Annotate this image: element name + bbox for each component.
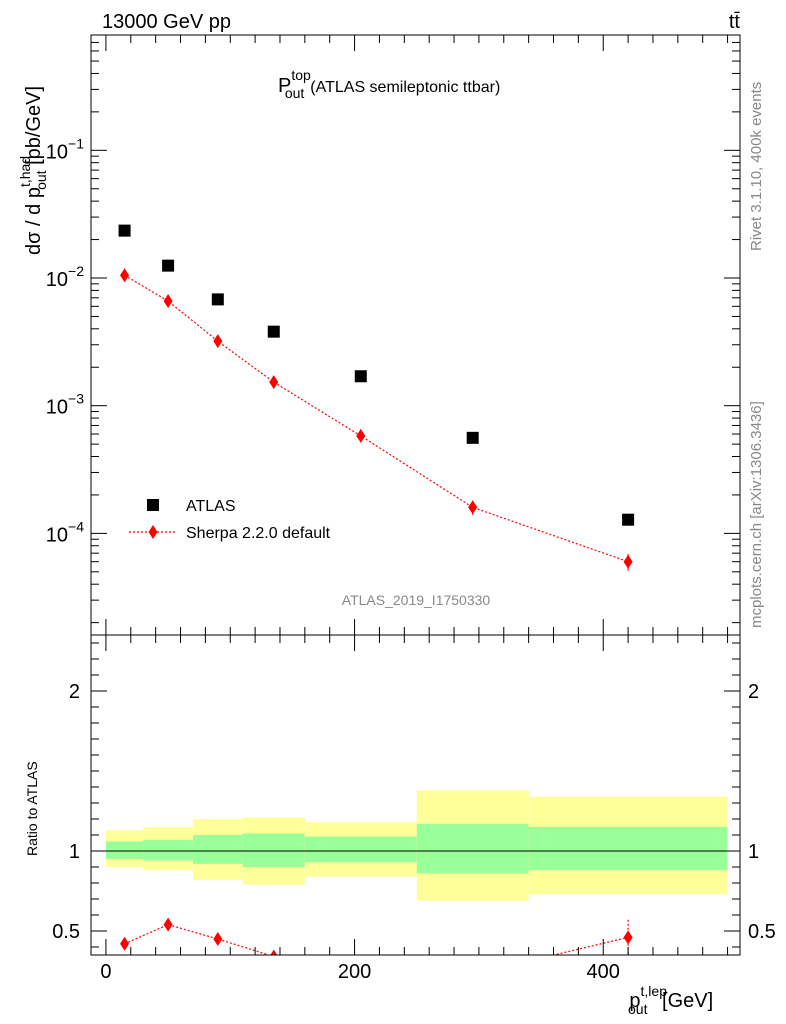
ratio-band-green bbox=[304, 836, 417, 863]
atlas-data-point bbox=[622, 513, 635, 526]
axis-ticks bbox=[91, 34, 740, 955]
ratio-y-tick-label-right: 0.5 bbox=[748, 921, 776, 943]
x-tick-labels: 0 200 400 bbox=[100, 961, 620, 983]
legend-sherpa-label: Sherpa 2.2.0 default bbox=[186, 525, 331, 542]
beam-label: 13000 GeV pp bbox=[102, 11, 231, 33]
ratio-frame bbox=[90, 634, 741, 956]
main-y-tick-label: 10−1 bbox=[46, 135, 84, 163]
atlas-data-point bbox=[466, 431, 479, 444]
ratio-data-point bbox=[163, 917, 173, 932]
atlas-data-point bbox=[267, 325, 280, 338]
ratio-band-green bbox=[528, 827, 728, 871]
ratio-sherpa-line bbox=[124, 923, 629, 955]
ratio-y-axis-label: Ratio to ATLAS bbox=[24, 761, 40, 856]
mcplots-label: mcplots.cern.ch [arXiv:1306.3436] bbox=[748, 401, 765, 628]
atlas-data-point bbox=[162, 259, 175, 272]
ratio-data-point bbox=[623, 930, 633, 945]
sherpa-data-point bbox=[163, 294, 173, 309]
atlas-data-point bbox=[211, 293, 224, 306]
ratio-data-point bbox=[120, 936, 130, 951]
ratio-data-point bbox=[270, 949, 278, 955]
main-series-group bbox=[118, 224, 635, 571]
atlas-data-point bbox=[354, 370, 367, 383]
legend-atlas-marker bbox=[147, 499, 159, 511]
main-y-tick-label: 10−4 bbox=[46, 518, 84, 546]
legend: ATLAS Sherpa 2.2.0 default bbox=[129, 498, 331, 542]
x-tick-label: 200 bbox=[338, 961, 371, 983]
ratio-band-green bbox=[192, 835, 243, 864]
ratio-band-green bbox=[143, 839, 193, 861]
main-title: Ptop out (ATLAS semileptonic ttbar) bbox=[278, 67, 500, 101]
ratio-data-point bbox=[213, 932, 223, 946]
x-tick-label: 400 bbox=[587, 961, 620, 983]
main-y-tick-labels: 10−1 10−2 10−3 10−4 bbox=[46, 135, 84, 546]
sherpa-data-point bbox=[213, 334, 223, 349]
ratio-y-tick-label-right: 1 bbox=[748, 841, 759, 863]
main-y-tick-label: 10−3 bbox=[46, 391, 84, 419]
x-tick-label: 0 bbox=[100, 961, 111, 983]
sherpa-data-point bbox=[623, 554, 633, 569]
x-axis-label: pt,lep out [GeV] bbox=[628, 983, 713, 1017]
legend-atlas-label: ATLAS bbox=[186, 498, 236, 515]
analysis-id-label: ATLAS_2019_I1750330 bbox=[342, 592, 491, 608]
ratio-data-point bbox=[468, 967, 477, 981]
ratio-band-green bbox=[242, 833, 305, 867]
ratio-y-tick-label-left: 2 bbox=[69, 681, 80, 703]
ratio-series-sherpa bbox=[120, 917, 633, 981]
ratio-uncertainty-bands bbox=[105, 790, 728, 901]
sherpa-data-point bbox=[468, 500, 478, 515]
sherpa-data-point bbox=[120, 268, 130, 283]
sherpa-data-point bbox=[356, 428, 366, 443]
ratio-y-tick-label-left: 0.5 bbox=[52, 921, 80, 943]
ratio-band-green bbox=[105, 841, 144, 859]
atlas-data-point bbox=[118, 224, 131, 237]
ratio-y-tick-label-right: 2 bbox=[748, 681, 759, 703]
sherpa-line bbox=[124, 274, 629, 563]
ratio-band-green bbox=[416, 823, 529, 874]
ratio-y-tick-labels: 0.5 0.5 1 1 2 2 bbox=[52, 681, 776, 943]
ratio-y-tick-label-left: 1 bbox=[69, 841, 80, 863]
main-y-axis-label: dσ / d pt,hadout [pb/GeV] bbox=[17, 86, 49, 255]
sherpa-data-point bbox=[269, 375, 279, 390]
legend-sherpa-marker bbox=[148, 525, 158, 539]
process-label: tt̄ bbox=[729, 11, 741, 33]
rivet-version-label: Rivet 3.1.10, 400k events bbox=[748, 82, 765, 251]
main-frame bbox=[90, 34, 741, 636]
main-y-tick-label: 10−2 bbox=[46, 263, 84, 291]
